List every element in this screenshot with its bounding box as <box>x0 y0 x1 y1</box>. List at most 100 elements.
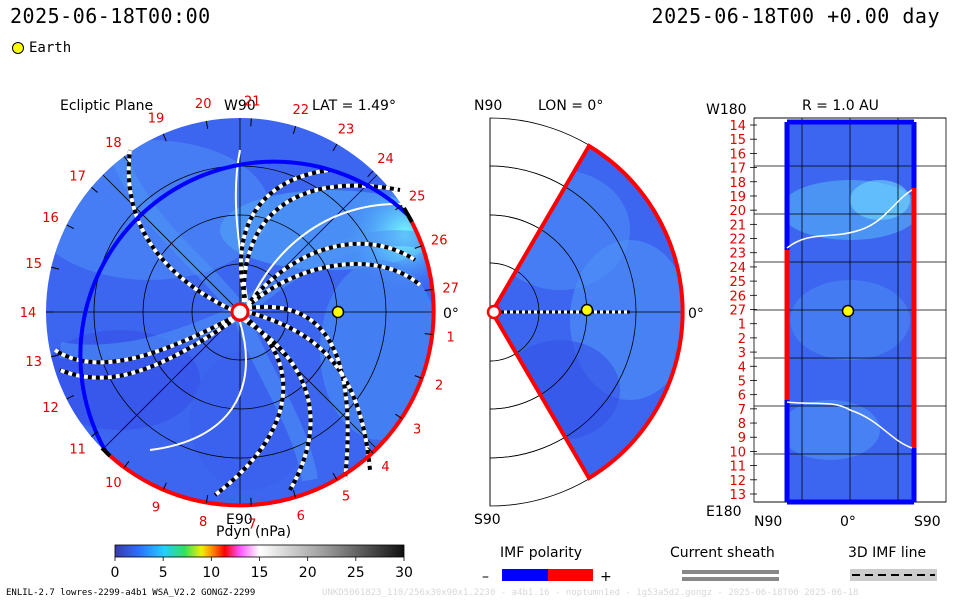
e180-label: E180 <box>706 504 742 520</box>
sector-number-18: 18 <box>105 136 122 151</box>
radial-row-18: 18 <box>729 176 746 191</box>
date-time-title: 2025-06-18T00:00 <box>10 4 211 28</box>
earth-marker-icon <box>331 305 345 319</box>
radial-map-panel: W180 R = 1.0 AU E180 N90 0° S90 14151617… <box>706 98 947 530</box>
colorbar-label: Pdyn (nPa) <box>216 524 291 540</box>
radial-row-2: 2 <box>738 332 746 347</box>
sector-number-8: 8 <box>199 515 207 530</box>
minus-sign: – <box>482 569 489 585</box>
pdyn-colorbar: Pdyn (nPa) 0 5 10 15 20 25 30 <box>111 524 413 581</box>
imf-polarity-legend: IMF polarity – + <box>482 545 612 585</box>
zero-bottom-label: 0° <box>840 514 856 530</box>
colorbar-tick-15: 15 <box>251 565 269 581</box>
radial-row-labels: 1415161718192021222324252627123456789101… <box>729 119 757 503</box>
radial-row-20: 20 <box>729 204 746 219</box>
radial-row-26: 26 <box>729 289 746 304</box>
meridional-zero-label: 0° <box>688 306 704 322</box>
lon-label: LON = 0° <box>538 98 603 114</box>
colorbar-tick-20: 20 <box>299 565 317 581</box>
sector-number-19: 19 <box>148 111 165 126</box>
radial-row-13: 13 <box>729 488 746 503</box>
radial-row-10: 10 <box>729 445 746 460</box>
colorbar-tick-25: 25 <box>347 565 365 581</box>
sector-number-23: 23 <box>338 122 355 137</box>
earth-legend: Earth <box>12 40 71 56</box>
radial-row-9: 9 <box>738 431 746 446</box>
radial-row-25: 25 <box>729 275 746 290</box>
elapsed-time-title: 2025-06-18T00 +0.00 day <box>651 4 940 28</box>
s90-label: S90 <box>474 512 501 528</box>
colorbar-tick-0: 0 <box>111 565 120 581</box>
sector-number-27: 27 <box>442 281 459 296</box>
sector-number-24: 24 <box>377 152 394 167</box>
sector-number-4: 4 <box>381 460 389 475</box>
radial-row-1: 1 <box>738 318 746 333</box>
sector-number-6: 6 <box>297 509 305 524</box>
plus-sign: + <box>600 569 612 585</box>
positive-polarity-swatch <box>548 569 593 581</box>
earth-marker-icon <box>12 42 24 54</box>
current-sheath-label: Current sheath <box>670 545 775 561</box>
radial-row-19: 19 <box>729 190 746 205</box>
sector-number-9: 9 <box>152 501 160 516</box>
radial-row-11: 11 <box>729 460 746 475</box>
s90-bottom-label: S90 <box>914 514 941 530</box>
radial-row-12: 12 <box>729 474 746 489</box>
sector-number-13: 13 <box>25 355 42 370</box>
n90-label: N90 <box>474 98 502 114</box>
imf-line-label: 3D IMF line <box>848 545 926 561</box>
radial-row-27: 27 <box>729 304 746 319</box>
colorbar-tick-30: 30 <box>395 565 413 581</box>
sector-number-10: 10 <box>105 476 122 491</box>
imf-polarity-label: IMF polarity <box>500 545 582 561</box>
sun-marker-icon <box>486 304 502 320</box>
ecliptic-title: Ecliptic Plane <box>60 98 153 114</box>
radial-row-5: 5 <box>738 375 746 390</box>
sector-number-14: 14 <box>20 306 37 321</box>
sector-number-15: 15 <box>25 257 42 272</box>
w180-label: W180 <box>706 102 747 118</box>
sector-number-17: 17 <box>69 170 86 185</box>
sector-number-3: 3 <box>413 423 421 438</box>
radial-row-3: 3 <box>738 346 746 361</box>
radial-row-4: 4 <box>738 360 746 375</box>
positive-polarity-arc <box>104 214 436 508</box>
earth-marker-icon <box>841 304 855 318</box>
radial-row-16: 16 <box>729 147 746 162</box>
sector-number-7: 7 <box>248 518 256 533</box>
radial-row-22: 22 <box>729 233 746 248</box>
sector-number-16: 16 <box>42 211 59 226</box>
current-sheath-legend: Current sheath <box>670 545 779 581</box>
sector-number-22: 22 <box>293 103 310 118</box>
w90-label: W90 <box>224 98 256 114</box>
sector-number-2: 2 <box>435 379 443 394</box>
negative-polarity-arc <box>78 159 410 453</box>
radial-row-24: 24 <box>729 261 746 276</box>
colorbar-tick-5: 5 <box>159 565 168 581</box>
sector-number-26: 26 <box>431 234 448 249</box>
radial-row-17: 17 <box>729 162 746 177</box>
run-id-footer: UNKD5061823_110/256x30x90x1.2230 - a4b1.… <box>322 588 859 598</box>
sector-number-5: 5 <box>342 490 350 505</box>
radial-row-15: 15 <box>729 133 746 148</box>
earth-marker-icon <box>580 303 594 317</box>
sector-number-12: 12 <box>42 401 59 416</box>
colorbar-tick-10: 10 <box>202 565 220 581</box>
e90-label: E90 <box>226 512 253 528</box>
radial-row-8: 8 <box>738 417 746 432</box>
sector-number-20: 20 <box>195 97 212 112</box>
lat-label: LAT = 1.49° <box>312 98 396 114</box>
radial-row-14: 14 <box>729 119 746 134</box>
sector-number-21: 21 <box>244 94 261 109</box>
radial-row-7: 7 <box>738 403 746 418</box>
radial-row-6: 6 <box>738 389 746 404</box>
model-footer: ENLIL-2.7 lowres-2299-a4b1 WSA_V2.2 GONG… <box>6 588 256 598</box>
radius-label: R = 1.0 AU <box>802 98 879 114</box>
meridional-plane-panel: N90 LON = 0° S90 0° <box>474 98 704 528</box>
radial-row-23: 23 <box>729 247 746 262</box>
earth-legend-label: Earth <box>29 40 72 56</box>
sun-marker-icon <box>230 302 250 322</box>
ecliptic-zero-label: 0° <box>443 306 459 322</box>
